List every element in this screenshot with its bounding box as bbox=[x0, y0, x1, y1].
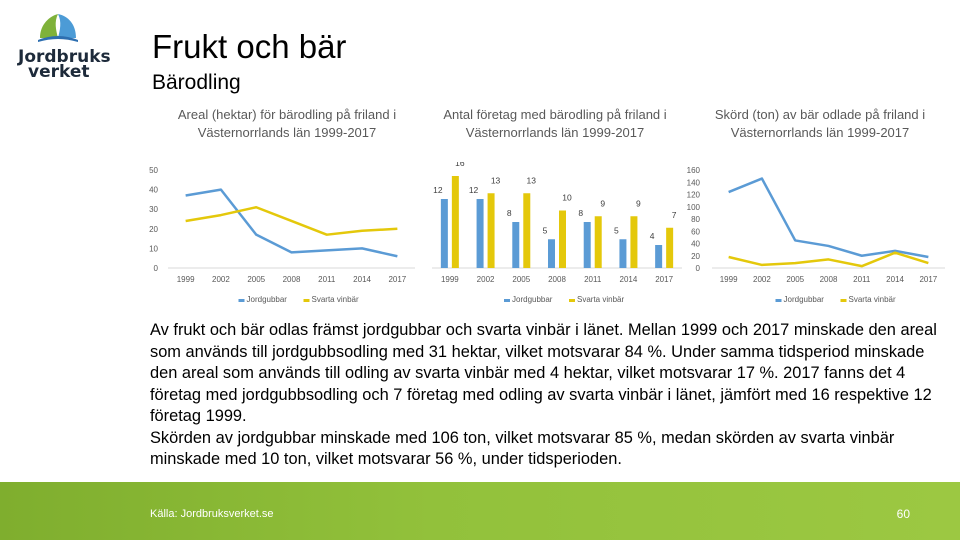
x-tick-label: 2002 bbox=[212, 275, 230, 284]
x-tick-label: 2011 bbox=[318, 275, 336, 284]
legend-label-jordgubbar: Jordgubbar bbox=[247, 295, 288, 304]
chart-title-area: Areal (hektar) för bärodling på friland … bbox=[177, 107, 397, 140]
legend-swatch-svarta-vinbär bbox=[569, 299, 575, 302]
bar-jordgubbar bbox=[548, 239, 555, 268]
bar-svarta-vinbär bbox=[594, 216, 602, 268]
bar-svarta-vinbär bbox=[559, 210, 566, 268]
x-tick-label: 2014 bbox=[353, 275, 371, 284]
y-tick-label: 10 bbox=[149, 244, 158, 253]
y-tick-label: 20 bbox=[149, 225, 158, 234]
x-tick-label: 2008 bbox=[548, 275, 566, 284]
x-tick-label: 2014 bbox=[886, 275, 904, 284]
y-tick-label: 120 bbox=[687, 191, 701, 200]
logo-text-line2: verket bbox=[28, 62, 90, 82]
y-tick-label: 50 bbox=[149, 166, 158, 175]
y-tick-label: 40 bbox=[691, 240, 700, 249]
legend-swatch-jordgubbar bbox=[775, 299, 782, 302]
chart-title-companies: Antal företag med bärodling på friland i… bbox=[443, 107, 667, 140]
y-tick-label: 160 bbox=[687, 166, 701, 175]
footer-bar bbox=[0, 482, 960, 540]
y-tick-label: 40 bbox=[149, 186, 158, 195]
logo-text-line1: Jordbruks bbox=[18, 47, 111, 67]
data-label: 8 bbox=[578, 208, 583, 218]
bar-svarta-vinbär bbox=[630, 216, 638, 268]
x-tick-label: 2002 bbox=[753, 275, 771, 284]
bar-svarta-vinbär bbox=[666, 227, 674, 268]
legend-label-svarta-vinbär: Svarta vinbär bbox=[312, 295, 359, 304]
legend-swatch-jordgubbar bbox=[504, 299, 510, 302]
bar-svarta-vinbär bbox=[487, 193, 495, 268]
data-label: 7 bbox=[672, 210, 677, 220]
x-tick-label: 2005 bbox=[247, 275, 265, 284]
x-tick-label: 2014 bbox=[620, 275, 638, 284]
page-number: 60 bbox=[896, 507, 910, 521]
x-tick-label: 2011 bbox=[853, 275, 871, 284]
bar-jordgubbar bbox=[512, 222, 520, 268]
bar-svarta-vinbär bbox=[523, 193, 531, 268]
x-tick-label: 1999 bbox=[720, 275, 738, 284]
legend-label-jordgubbar: Jordgubbar bbox=[784, 295, 825, 304]
bar-jordgubbar bbox=[440, 199, 448, 268]
data-label: 13 bbox=[491, 175, 501, 185]
x-tick-label: 2002 bbox=[477, 275, 495, 284]
x-tick-label: 2011 bbox=[584, 275, 602, 284]
data-label: 9 bbox=[636, 198, 641, 208]
y-tick-label: 20 bbox=[691, 252, 700, 261]
x-tick-label: 2017 bbox=[655, 275, 673, 284]
legend-swatch-svarta-vinbär bbox=[840, 299, 847, 302]
legend-swatch-svarta-vinbär bbox=[303, 299, 310, 302]
data-label: 13 bbox=[527, 175, 537, 185]
data-label: 5 bbox=[543, 225, 548, 235]
data-label: 12 bbox=[469, 185, 479, 195]
data-label: 8 bbox=[507, 208, 512, 218]
y-tick-label: 80 bbox=[691, 215, 700, 224]
y-tick-label: 0 bbox=[696, 264, 701, 273]
bar-jordgubbar bbox=[655, 245, 663, 268]
series-line-jordgubbar bbox=[185, 188, 398, 258]
source-label: Källa: Jordbruksverket.se bbox=[150, 508, 274, 520]
slide-subtitle: Bärodling bbox=[152, 71, 241, 94]
series-line-jordgubbar bbox=[728, 177, 929, 259]
jordbruksverket-logo bbox=[14, 12, 104, 82]
data-label: 9 bbox=[600, 198, 605, 208]
legend-label-jordgubbar: Jordgubbar bbox=[512, 295, 553, 304]
x-tick-label: 2008 bbox=[283, 275, 301, 284]
y-tick-label: 0 bbox=[154, 264, 159, 273]
data-label: 10 bbox=[562, 193, 572, 203]
legend-label-svarta-vinbär: Svarta vinbär bbox=[577, 295, 624, 304]
legend-swatch-jordgubbar bbox=[238, 299, 245, 302]
slide-title: Frukt och bär bbox=[152, 28, 347, 65]
x-tick-label: 2017 bbox=[388, 275, 406, 284]
logo-mark-icon bbox=[38, 14, 78, 42]
bar-jordgubbar bbox=[583, 222, 591, 268]
x-tick-label: 1999 bbox=[177, 275, 195, 284]
body-text: Av frukt och bär odlas främst jordgubbar… bbox=[150, 320, 950, 471]
body-paragraph-1: Av frukt och bär odlas främst jordgubbar… bbox=[150, 321, 937, 425]
y-tick-label: 60 bbox=[691, 227, 700, 236]
body-paragraph-2: Skörden av jordgubbar minskade med 106 t… bbox=[150, 428, 895, 469]
data-label: 16 bbox=[455, 162, 465, 168]
x-tick-label: 2005 bbox=[786, 275, 804, 284]
x-tick-label: 2005 bbox=[512, 275, 530, 284]
y-tick-label: 30 bbox=[149, 205, 158, 214]
x-tick-label: 1999 bbox=[441, 275, 459, 284]
data-label: 12 bbox=[433, 185, 443, 195]
y-tick-label: 100 bbox=[687, 203, 701, 212]
x-tick-label: 2008 bbox=[820, 275, 838, 284]
data-label: 5 bbox=[614, 225, 619, 235]
data-label: 4 bbox=[650, 231, 655, 241]
y-tick-label: 140 bbox=[687, 178, 701, 187]
chart-title-harvest: Skörd (ton) av bär odlade på friland i V… bbox=[714, 107, 926, 140]
bar-jordgubbar bbox=[619, 239, 627, 268]
bar-svarta-vinbär bbox=[451, 176, 459, 268]
x-tick-label: 2017 bbox=[919, 275, 937, 284]
legend-label-svarta-vinbär: Svarta vinbär bbox=[849, 295, 896, 304]
bar-jordgubbar bbox=[476, 199, 484, 268]
